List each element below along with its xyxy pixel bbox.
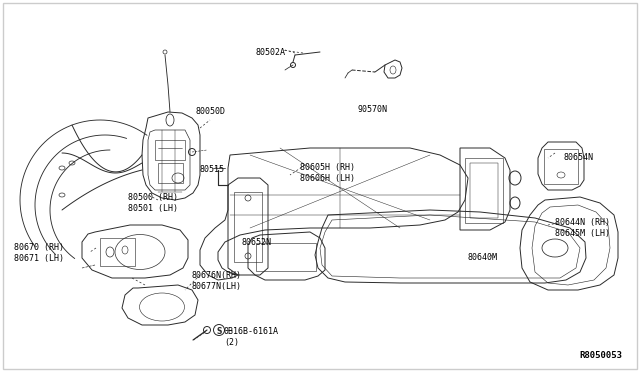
Text: S: S [216, 327, 221, 336]
Text: 80605H (RH)
80606H (LH): 80605H (RH) 80606H (LH) [300, 163, 355, 183]
Bar [158, 163, 183, 183]
Text: 80515: 80515 [199, 165, 224, 174]
Text: 80050D: 80050D [195, 107, 225, 116]
Text: 80670 (RH)
80671 (LH): 80670 (RH) 80671 (LH) [14, 243, 64, 263]
Text: 80652N: 80652N [241, 238, 271, 247]
Bar [100, 238, 135, 266]
Bar [470, 163, 498, 218]
Text: 90570N: 90570N [358, 105, 388, 114]
Bar [234, 192, 262, 262]
Text: 80654N: 80654N [563, 153, 593, 162]
Bar [155, 140, 185, 160]
Bar [465, 158, 503, 223]
Text: 0B16B-6161A
(2): 0B16B-6161A (2) [224, 327, 279, 347]
Text: 80676N(RH)
80677N(LH): 80676N(RH) 80677N(LH) [191, 271, 241, 291]
Bar [256, 243, 316, 271]
Text: 80644N (RH)
80645M (LH): 80644N (RH) 80645M (LH) [555, 218, 610, 238]
Text: 80500 (RH)
80501 (LH): 80500 (RH) 80501 (LH) [128, 193, 178, 213]
Text: 80502A: 80502A [255, 48, 285, 57]
Bar [544, 149, 578, 184]
Text: R8050053: R8050053 [579, 351, 622, 360]
Text: 80640M: 80640M [468, 253, 498, 262]
